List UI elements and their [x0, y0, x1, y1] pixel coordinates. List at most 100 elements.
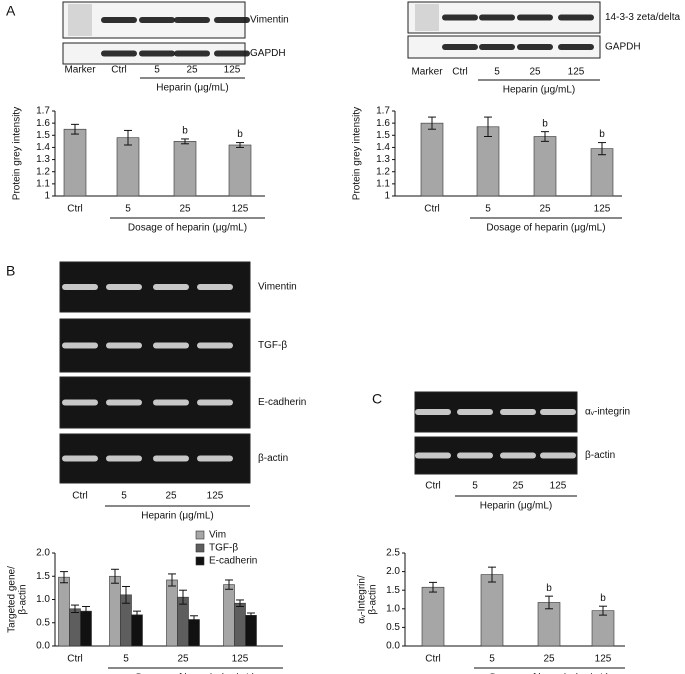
band-label: β-actin [585, 450, 615, 461]
y-tick-label: 1 [44, 191, 50, 202]
x-tick-label: Ctrl [67, 654, 83, 665]
band-label: Vimentin [250, 15, 289, 26]
bar [63, 128, 87, 197]
lane-label: 25 [186, 65, 198, 76]
band [197, 399, 233, 406]
bar [223, 584, 235, 647]
treatment-label: Heparin (μg/mL) [141, 511, 213, 522]
x-tick-label: 125 [232, 654, 249, 665]
panel-letter: A [6, 3, 16, 19]
y-axis-label: β-actin [18, 584, 29, 614]
y-tick-label: 1.3 [376, 154, 390, 165]
lane-label: Ctrl [111, 65, 127, 76]
y-tick-label: 0.0 [36, 641, 50, 652]
band [457, 452, 493, 459]
band [540, 452, 576, 459]
bar [166, 579, 178, 647]
x-tick-label: 5 [489, 654, 495, 665]
y-tick-label: 2.0 [36, 548, 50, 559]
bar [116, 137, 140, 197]
y-tick-label: 1.7 [376, 106, 390, 117]
y-axis-label: Protein grey intensity [12, 107, 23, 200]
y-tick-label: 1.4 [376, 142, 390, 153]
y-tick-label: 1.6 [376, 118, 390, 129]
bar [480, 574, 504, 647]
x-tick-label: 5 [125, 204, 131, 215]
y-axis-label: Protein grey intensity [352, 107, 363, 200]
band-label: Vimentin [258, 282, 297, 293]
lane-label: 5 [154, 65, 160, 76]
lane-label: 25 [165, 491, 177, 502]
lane-label: 5 [472, 481, 478, 492]
treatment-label: Heparin (μg/mL) [503, 85, 575, 96]
bar [421, 586, 445, 647]
y-tick-label: 1.0 [36, 594, 50, 605]
y-tick-label: 0.0 [386, 641, 400, 652]
x-tick-label: 25 [177, 654, 189, 665]
bar [109, 575, 121, 647]
x-tick-label: 125 [232, 204, 249, 215]
x-axis-label: Dosage of heparin (μg/mL) [486, 223, 605, 234]
x-tick-label: 125 [594, 204, 611, 215]
band [517, 44, 553, 50]
bar [173, 141, 197, 197]
bar [234, 602, 246, 647]
band [62, 284, 98, 290]
x-tick-label: Ctrl [67, 204, 83, 215]
band [457, 409, 493, 415]
significance-label: b [542, 118, 548, 129]
band [442, 14, 478, 21]
y-tick-label: 1.6 [36, 118, 50, 129]
band [174, 50, 210, 57]
significance-label: b [599, 129, 605, 140]
y-tick-label: 1.2 [376, 166, 390, 177]
lane-label: 5 [121, 491, 127, 502]
x-tick-label: 125 [595, 654, 612, 665]
band [153, 342, 189, 349]
band [153, 455, 189, 462]
band-label: 14-3-3 zeta/delta [605, 12, 680, 23]
band [558, 44, 594, 50]
lane-label: 125 [207, 491, 224, 502]
x-tick-label: 25 [543, 654, 555, 665]
legend-label: Vim [209, 530, 226, 541]
legend-swatch [195, 556, 205, 566]
y-tick-label: 1.5 [376, 130, 390, 141]
band-label: GAPDH [250, 48, 286, 59]
significance-label: b [237, 129, 243, 140]
panel-letter: C [372, 391, 382, 407]
lane-label: 5 [494, 67, 500, 78]
bar [131, 614, 143, 647]
band [101, 50, 137, 57]
significance-label: b [546, 583, 552, 594]
lane-label: Ctrl [72, 491, 88, 502]
treatment-label: Heparin (μg/mL) [156, 83, 228, 94]
bar [420, 122, 444, 197]
lane-label: Marker [64, 65, 96, 76]
lane-label: Ctrl [425, 481, 441, 492]
band [106, 455, 142, 462]
y-tick-label: 1.5 [36, 130, 50, 141]
band [558, 14, 594, 21]
band [62, 455, 98, 462]
band [479, 14, 515, 21]
y-tick-label: 0.5 [36, 617, 50, 628]
x-tick-label: Ctrl [424, 204, 440, 215]
band-label: β-actin [258, 453, 288, 464]
bar [533, 136, 557, 197]
lane-label: 125 [568, 67, 585, 78]
band-label: GAPDH [605, 42, 641, 53]
y-axis-label: αᵥ-Integrin/ [357, 575, 368, 624]
bar [80, 610, 92, 647]
band [442, 44, 478, 50]
band [106, 284, 142, 290]
band [500, 409, 536, 415]
y-tick-label: 1.4 [36, 142, 50, 153]
x-tick-label: 5 [123, 654, 129, 665]
band [479, 44, 515, 50]
lane-label: 125 [224, 65, 241, 76]
legend-label: E-cadherin [209, 556, 257, 567]
legend-swatch [195, 530, 205, 540]
y-axis-label: Targeted gene/ [7, 566, 18, 633]
